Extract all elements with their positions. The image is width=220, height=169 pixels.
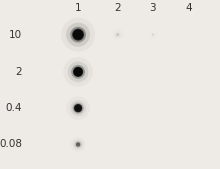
Point — [76, 107, 80, 110]
Point — [76, 143, 80, 146]
Point — [76, 107, 80, 110]
Text: 0.4: 0.4 — [6, 103, 22, 113]
Point — [76, 70, 80, 73]
Point — [76, 33, 80, 36]
Point — [116, 33, 119, 36]
Point — [76, 143, 80, 146]
Point — [76, 33, 80, 36]
Point — [76, 70, 80, 73]
Point — [151, 33, 155, 36]
Point — [116, 33, 119, 36]
Point — [76, 107, 80, 110]
Point — [76, 33, 80, 36]
Point — [76, 33, 80, 36]
Text: 1: 1 — [75, 3, 81, 13]
Point — [76, 143, 80, 146]
Point — [151, 33, 155, 36]
Text: 3: 3 — [150, 3, 156, 13]
Point — [76, 70, 80, 73]
Point — [76, 107, 80, 110]
Point — [76, 33, 80, 36]
Text: 4: 4 — [186, 3, 192, 13]
Point — [76, 143, 80, 146]
Text: 2: 2 — [114, 3, 121, 13]
Point — [116, 33, 119, 36]
Point — [76, 70, 80, 73]
Point — [76, 107, 80, 110]
Point — [76, 70, 80, 73]
Text: 2: 2 — [15, 67, 22, 77]
Text: 10: 10 — [9, 30, 22, 40]
Text: 0.08: 0.08 — [0, 139, 22, 150]
